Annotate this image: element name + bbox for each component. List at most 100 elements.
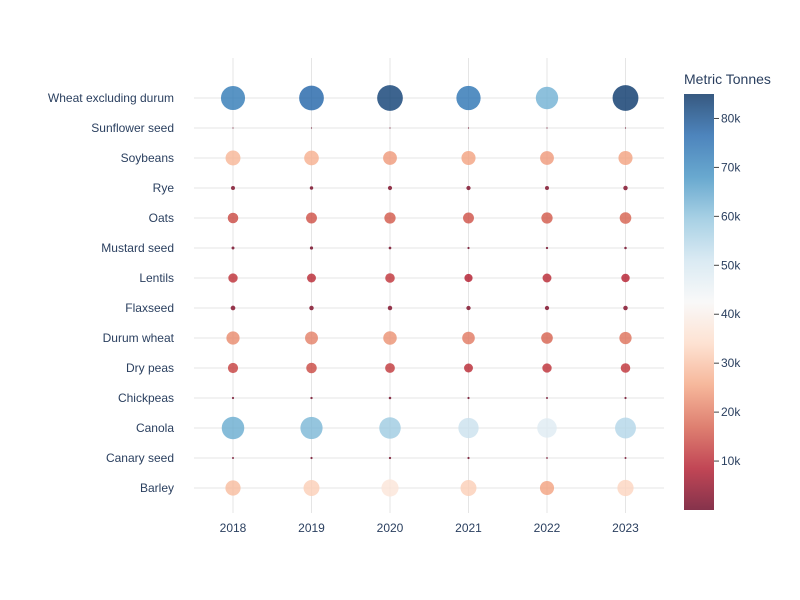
bubble-point xyxy=(624,246,627,250)
colorbar-tick-label: 30k xyxy=(721,356,741,370)
gridlines xyxy=(194,58,664,513)
bubble-point xyxy=(467,246,470,250)
bubble-point xyxy=(464,363,473,373)
bubble-point xyxy=(617,479,634,497)
bubble-point xyxy=(464,273,473,283)
x-tick-label: 2018 xyxy=(220,521,247,535)
bubble-point xyxy=(306,212,317,224)
y-tick-label: Rye xyxy=(153,181,175,195)
x-tick-label: 2021 xyxy=(455,521,482,535)
y-tick-label: Soybeans xyxy=(121,151,174,165)
x-tick-label: 2020 xyxy=(377,521,404,535)
bubble-point xyxy=(467,127,470,129)
bubble-point xyxy=(462,331,475,345)
bubble-point xyxy=(620,363,631,373)
y-tick-label: Chickpeas xyxy=(118,391,174,405)
colorbar-tick-label: 80k xyxy=(721,111,741,125)
bubble-point xyxy=(228,273,238,283)
x-tick-label: 2022 xyxy=(534,521,561,535)
bubble-point xyxy=(458,417,479,439)
bubble-point xyxy=(389,127,391,129)
bubble-point xyxy=(384,212,396,224)
bubble-point xyxy=(227,362,239,374)
bubble-point xyxy=(535,86,559,110)
bubble-point xyxy=(385,273,395,283)
colorbar-tick-label: 40k xyxy=(721,307,741,321)
colorbar-gradient xyxy=(684,94,714,510)
bubble-point xyxy=(619,331,632,345)
y-tick-label: Durum wheat xyxy=(103,331,175,345)
bubble-point xyxy=(546,457,548,459)
bubble-point xyxy=(544,305,550,311)
colorbar: Metric Tonnes 10k 20k 30k 40k 50k 60k 70k 80k xyxy=(684,71,771,510)
bubble-point xyxy=(306,362,317,374)
bubble-point xyxy=(624,457,627,459)
bubble-point xyxy=(621,273,630,283)
bubble-point xyxy=(387,305,393,311)
y-tick-label: Dry peas xyxy=(126,361,174,375)
bubble-point xyxy=(619,212,632,224)
bubble-point xyxy=(546,397,548,399)
bubble-point xyxy=(461,150,476,166)
bubble-point xyxy=(387,185,393,191)
bubble-point xyxy=(546,127,548,129)
bubble-point xyxy=(309,246,314,250)
bubble-point xyxy=(612,85,639,111)
bubble-point xyxy=(226,331,240,345)
bubble-point xyxy=(541,332,553,344)
y-axis-ticks: Wheat excluding durum Sunflower seed Soybe… xyxy=(48,91,175,495)
bubble-point xyxy=(377,85,403,111)
bubble-point xyxy=(310,396,313,400)
bubbles xyxy=(220,85,639,497)
bubble-point xyxy=(466,185,471,191)
bubble-point xyxy=(539,480,555,496)
bubble-point xyxy=(383,331,397,345)
bubble-point xyxy=(303,480,320,496)
colorbar-tick-label: 20k xyxy=(721,405,741,419)
bubble-point xyxy=(221,416,245,440)
bubble-point xyxy=(307,273,316,283)
bubble-point xyxy=(467,396,470,400)
bubble-point xyxy=(383,151,397,165)
bubble-point xyxy=(230,305,236,311)
bubble-point xyxy=(467,456,470,460)
bubble-point xyxy=(545,186,549,190)
bubble-point xyxy=(231,246,235,250)
bubble-point xyxy=(460,480,477,496)
colorbar-ticks: 10k 20k 30k 40k 50k 60k 70k 80k xyxy=(714,111,741,468)
bubble-point xyxy=(545,246,549,250)
bubble-point xyxy=(309,305,314,311)
y-tick-label: Oats xyxy=(149,211,174,225)
bubble-point xyxy=(623,305,628,311)
y-tick-label: Sunflower seed xyxy=(91,121,174,135)
colorbar-tick-label: 60k xyxy=(721,209,741,223)
bubble-point xyxy=(220,85,246,111)
bubble-point xyxy=(232,457,234,459)
bubble-point xyxy=(300,416,323,440)
bubble-point xyxy=(624,396,627,400)
bubble-point xyxy=(231,186,235,190)
y-tick-label: Canary seed xyxy=(106,451,174,465)
bubble-point xyxy=(542,363,552,373)
bubble-point xyxy=(379,417,401,439)
bubble-point xyxy=(309,186,314,190)
y-tick-label: Flaxseed xyxy=(125,301,174,315)
bubble-point xyxy=(299,85,324,111)
bubble-point xyxy=(463,212,474,224)
y-tick-label: Wheat excluding durum xyxy=(48,91,174,105)
bubble-point xyxy=(388,246,392,250)
bubble-point xyxy=(225,150,241,166)
x-tick-label: 2019 xyxy=(298,521,325,535)
bubble-point xyxy=(388,396,392,400)
y-tick-label: Lentils xyxy=(139,271,174,285)
bubble-point xyxy=(618,150,633,166)
colorbar-title: Metric Tonnes xyxy=(684,71,771,87)
bubble-point xyxy=(304,150,319,166)
bubble-point xyxy=(623,185,628,191)
bubble-point xyxy=(305,331,318,345)
y-tick-label: Canola xyxy=(136,421,174,435)
bubble-point xyxy=(310,127,313,129)
colorbar-tick-label: 50k xyxy=(721,258,741,272)
bubble-point xyxy=(466,305,471,311)
